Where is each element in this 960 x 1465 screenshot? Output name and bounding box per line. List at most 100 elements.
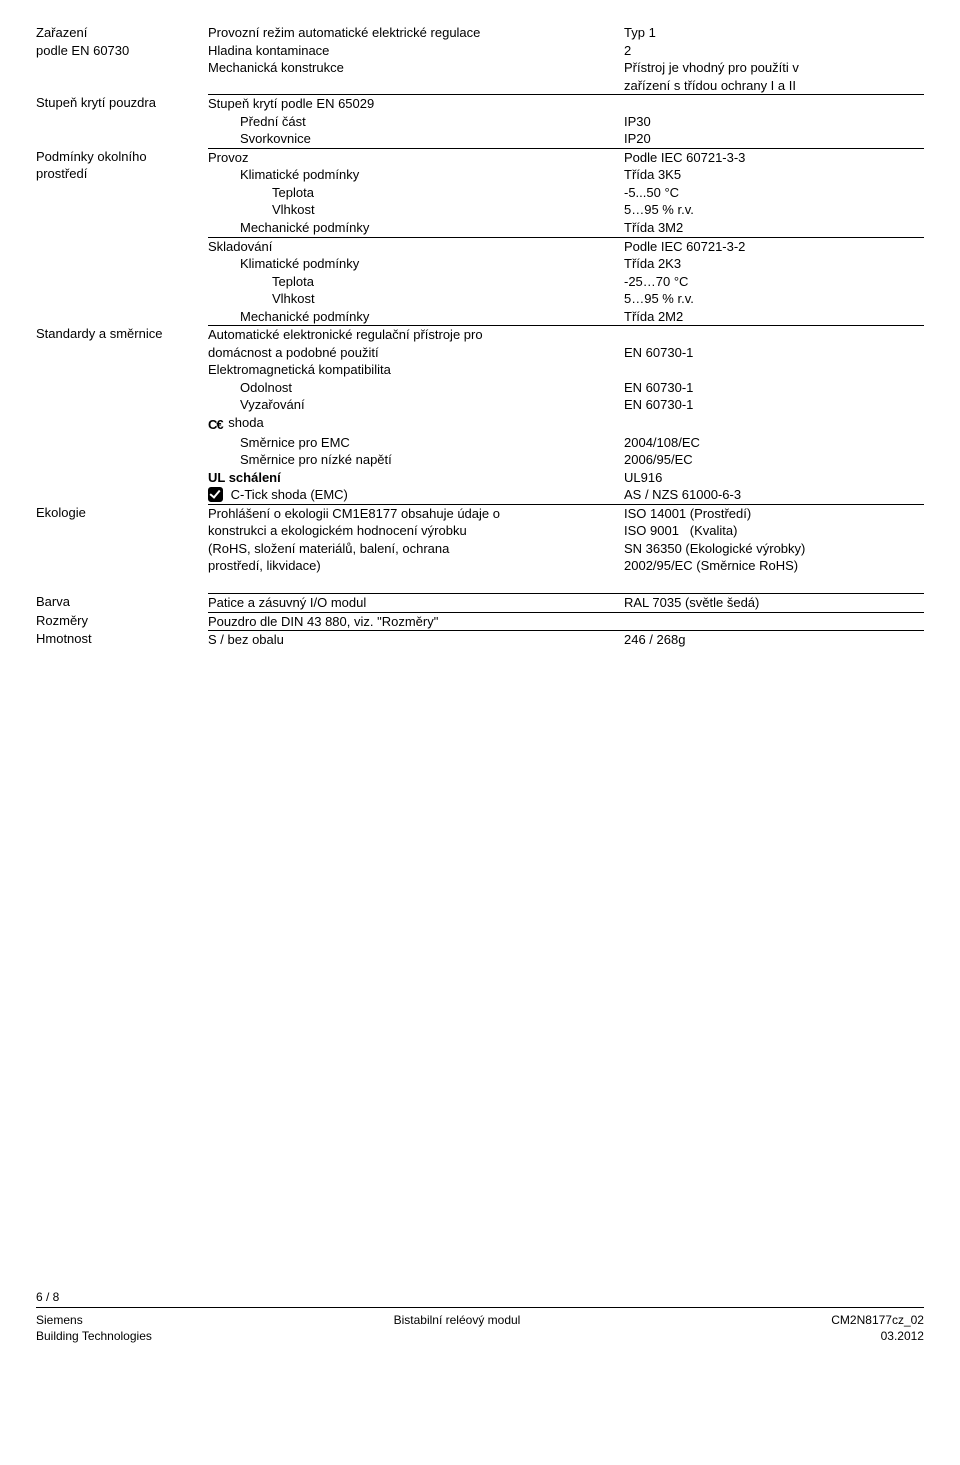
prop: konstrukci a ekologickém hodnocení výrob… bbox=[208, 522, 624, 540]
row: Přední část IP30 bbox=[208, 113, 924, 131]
val: Třída 3K5 bbox=[624, 166, 924, 184]
label-col: Barva bbox=[36, 593, 208, 611]
prop: (RoHS, složení materiálů, balení, ochran… bbox=[208, 540, 624, 558]
body-col: Pouzdro dle DIN 43 880, viz. "Rozměry" bbox=[208, 612, 924, 631]
footer-row-1: Siemens Bistabilní reléový modul CM2N817… bbox=[36, 1312, 924, 1328]
section-rozmery: Rozměry Pouzdro dle DIN 43 880, viz. "Ro… bbox=[36, 612, 924, 631]
prop: Směrnice pro nízké napětí bbox=[208, 451, 624, 469]
val bbox=[624, 95, 924, 113]
val bbox=[624, 326, 924, 344]
body-col: Patice a zásuvný I/O modulRAL 7035 (svět… bbox=[208, 593, 924, 612]
row: Provozní režim automatické elektrické re… bbox=[208, 24, 924, 42]
prop: Skladování bbox=[208, 238, 624, 256]
label-col: Podmínky okolního prostředí bbox=[36, 148, 208, 183]
label-rozmery: Rozměry bbox=[36, 612, 204, 630]
ce-text: shoda bbox=[228, 415, 263, 430]
val: IP30 bbox=[624, 113, 924, 131]
val: -5...50 °C bbox=[624, 184, 924, 202]
body-col: S / bez obalu246 / 268g bbox=[208, 630, 924, 649]
prop: C-Tick shoda (EMC) bbox=[208, 486, 624, 504]
prop: Klimatické podmínky bbox=[208, 255, 624, 273]
label-podminky2: prostředí bbox=[36, 165, 204, 183]
val: 2006/95/EC bbox=[624, 451, 924, 469]
body-col: ProvozPodle IEC 60721-3-3 Klimatické pod… bbox=[208, 148, 924, 325]
page-footer: 6 / 8 Siemens Bistabilní reléový modul C… bbox=[36, 1289, 924, 1345]
ctick-icon bbox=[208, 487, 223, 502]
prop: Svorkovnice bbox=[208, 130, 624, 148]
label-podle: podle EN 60730 bbox=[36, 42, 204, 60]
val: Přístroj je vhodný pro použíti v zařízen… bbox=[624, 59, 924, 94]
label-ekologie: Ekologie bbox=[36, 504, 204, 522]
val: Typ 1 bbox=[624, 24, 924, 42]
footer-left: Siemens bbox=[36, 1312, 83, 1328]
label-hmotnost: Hmotnost bbox=[36, 630, 204, 648]
val: -25…70 °C bbox=[624, 273, 924, 291]
prop: S / bez obalu bbox=[208, 631, 624, 649]
prop: Teplota bbox=[208, 184, 624, 202]
section-bottom-group: Barva Patice a zásuvný I/O modulRAL 7035… bbox=[36, 593, 924, 649]
footer-page: 6 / 8 bbox=[36, 1289, 924, 1305]
prop: Patice a zásuvný I/O modul bbox=[208, 594, 624, 612]
ctick-text: C-Tick shoda (EMC) bbox=[231, 487, 348, 502]
val: AS / NZS 61000-6-3 bbox=[624, 486, 924, 504]
val: EN 60730-1 bbox=[624, 344, 924, 362]
footer-left: Building Technologies bbox=[36, 1328, 152, 1344]
prop: Vyzařování bbox=[208, 396, 624, 414]
label-podminky1: Podmínky okolního bbox=[36, 148, 204, 166]
prop: Směrnice pro EMC bbox=[208, 434, 624, 452]
footer-mid: Bistabilní reléový modul bbox=[394, 1312, 521, 1328]
label-col: Stupeň krytí pouzdra bbox=[36, 94, 208, 112]
label-col: Zařazení podle EN 60730 bbox=[36, 24, 208, 59]
val: ISO 14001 (Prostředí) bbox=[624, 505, 924, 523]
val: 2004/108/EC bbox=[624, 434, 924, 452]
val: Podle IEC 60721-3-2 bbox=[624, 238, 924, 256]
prop: Klimatické podmínky bbox=[208, 166, 624, 184]
prop: Mechanické podmínky bbox=[208, 219, 624, 237]
val: 2 bbox=[624, 42, 924, 60]
row-head: Stupeň krytí podle EN 65029 bbox=[208, 95, 924, 113]
prop: prostředí, likvidace) bbox=[208, 557, 624, 575]
body-col: Stupeň krytí podle EN 65029 Přední část … bbox=[208, 94, 924, 148]
prop: UL schálení bbox=[208, 469, 624, 487]
section-ekologie: Ekologie Prohlášení o ekologii CM1E8177 … bbox=[36, 504, 924, 575]
prop: Elektromagnetická kompatibilita bbox=[208, 361, 624, 379]
val: 2002/95/EC (Směrnice RoHS) bbox=[624, 557, 924, 575]
row: Svorkovnice IP20 bbox=[208, 130, 924, 148]
ce-mark-icon: C€ bbox=[208, 416, 223, 434]
label-stupen: Stupeň krytí pouzdra bbox=[36, 94, 204, 112]
footer-rule bbox=[36, 1307, 924, 1308]
prop: Mechanická konstrukce bbox=[208, 59, 624, 94]
val: 5…95 % r.v. bbox=[624, 201, 924, 219]
label-col: Standardy a směrnice bbox=[36, 325, 208, 343]
val bbox=[624, 361, 924, 379]
ul-text: UL schálení bbox=[208, 470, 281, 485]
section-stupen-kryti: Stupeň krytí pouzdra Stupeň krytí podle … bbox=[36, 94, 924, 148]
section-barva: Barva Patice a zásuvný I/O modulRAL 7035… bbox=[36, 593, 924, 612]
footer-right: 03.2012 bbox=[881, 1328, 924, 1344]
prop: Mechanické podmínky bbox=[208, 308, 624, 326]
val: SN 36350 (Ekologické výrobky) bbox=[624, 540, 924, 558]
prop: Stupeň krytí podle EN 65029 bbox=[208, 95, 624, 113]
body-col: Provozní režim automatické elektrické re… bbox=[208, 24, 924, 94]
section-podminky: Podmínky okolního prostředí ProvozPodle … bbox=[36, 148, 924, 325]
section-standardy: Standardy a směrnice Automatické elektro… bbox=[36, 325, 924, 503]
row: Hladina kontaminace 2 bbox=[208, 42, 924, 60]
prop: Pouzdro dle DIN 43 880, viz. "Rozměry" bbox=[208, 613, 624, 631]
prop: Odolnost bbox=[208, 379, 624, 397]
prop: domácnost a podobné použití bbox=[208, 344, 624, 362]
prop: Teplota bbox=[208, 273, 624, 291]
prop: Vlhkost bbox=[208, 290, 624, 308]
prop: Provoz bbox=[208, 149, 624, 167]
val: 5…95 % r.v. bbox=[624, 290, 924, 308]
val bbox=[624, 414, 924, 434]
val: ISO 9001 (Kvalita) bbox=[624, 522, 924, 540]
val: EN 60730-1 bbox=[624, 396, 924, 414]
prop: Prohlášení o ekologii CM1E8177 obsahuje … bbox=[208, 505, 624, 523]
prop: C€ shoda bbox=[208, 414, 624, 434]
val: Podle IEC 60721-3-3 bbox=[624, 149, 924, 167]
row: Mechanická konstrukce Přístroj je vhodný… bbox=[208, 59, 924, 94]
prop: Přední část bbox=[208, 113, 624, 131]
val: IP20 bbox=[624, 130, 924, 148]
prop: Hladina kontaminace bbox=[208, 42, 624, 60]
section-zarzeni: Zařazení podle EN 60730 Provozní režim a… bbox=[36, 24, 924, 94]
